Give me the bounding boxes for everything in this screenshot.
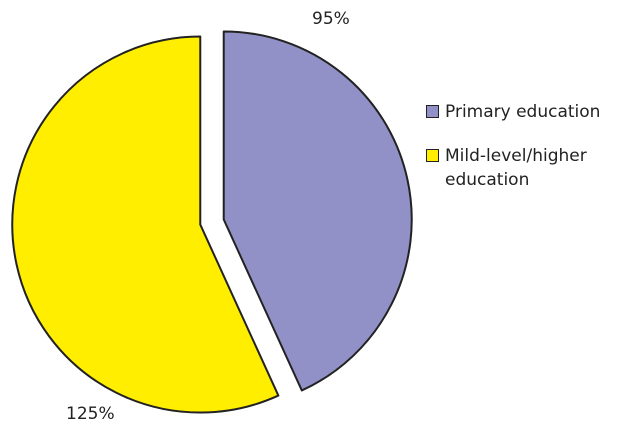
legend: Primary education Mild-level/higher educ…: [426, 100, 631, 212]
data-label-higher-education: 125%: [66, 404, 115, 424]
legend-swatch-primary-education: [426, 105, 439, 118]
data-label-primary-education: 95%: [312, 9, 350, 29]
slice-higher-education: [11, 35, 280, 414]
legend-item-higher-education: Mild-level/higher education: [426, 144, 631, 192]
legend-label-primary-education: Primary education: [445, 102, 601, 122]
slice-primary-education: [222, 30, 413, 392]
legend-label-higher-education: Mild-level/higher education: [445, 146, 587, 190]
legend-item-primary-education: Primary education: [426, 100, 631, 124]
legend-swatch-higher-education: [426, 149, 439, 162]
